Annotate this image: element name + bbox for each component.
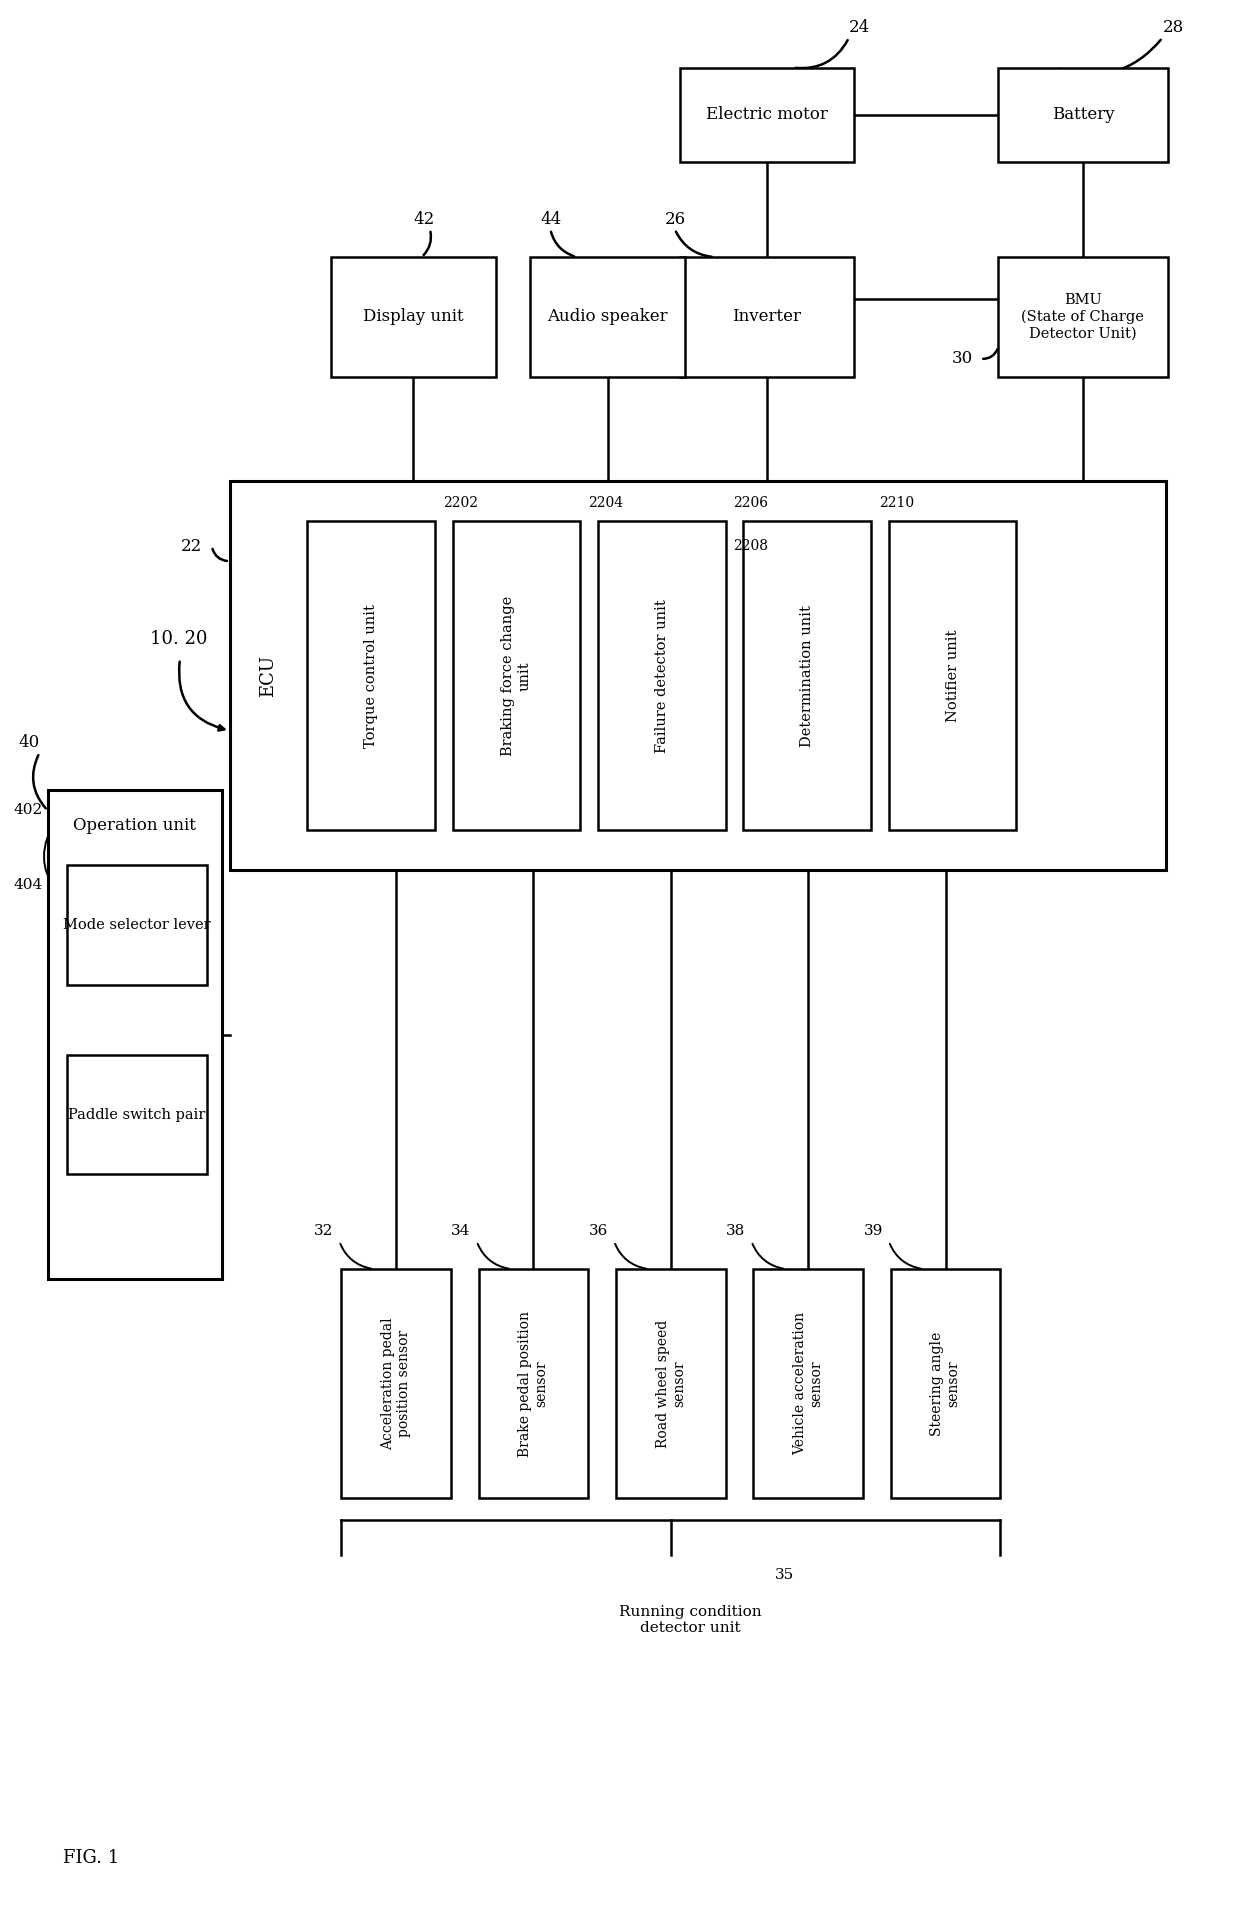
Text: Vehicle acceleration
sensor: Vehicle acceleration sensor	[794, 1313, 823, 1455]
Text: 2208: 2208	[734, 540, 769, 553]
Text: Steering angle
sensor: Steering angle sensor	[930, 1332, 961, 1436]
Bar	[453, 521, 580, 831]
Bar	[889, 521, 1017, 831]
Text: 10. 20: 10. 20	[150, 630, 207, 649]
Text: 2206: 2206	[734, 496, 769, 511]
Text: FIG. 1: FIG. 1	[62, 1849, 119, 1868]
Text: Inverter: Inverter	[733, 308, 801, 325]
Text: 2202: 2202	[443, 496, 477, 511]
Bar	[744, 521, 870, 831]
Bar	[229, 482, 1166, 871]
Text: Electric motor: Electric motor	[706, 107, 828, 122]
Bar	[479, 1269, 588, 1499]
Text: ECU: ECU	[259, 655, 277, 697]
Text: Running condition
detector unit: Running condition detector unit	[619, 1606, 763, 1635]
Text: 28: 28	[1163, 19, 1184, 36]
Text: 34: 34	[451, 1225, 471, 1238]
Text: 2204: 2204	[588, 496, 624, 511]
Bar	[47, 790, 222, 1279]
Text: 39: 39	[863, 1225, 883, 1238]
Text: 22: 22	[181, 538, 202, 555]
Text: 402: 402	[14, 804, 42, 817]
Text: Battery: Battery	[1052, 107, 1115, 122]
Text: 42: 42	[413, 211, 435, 228]
Text: 30: 30	[952, 350, 973, 367]
Text: Notifier unit: Notifier unit	[946, 630, 960, 722]
Text: BMU
(State of Charge
Detector Unit): BMU (State of Charge Detector Unit)	[1022, 293, 1145, 341]
Bar	[754, 1269, 863, 1499]
Text: Failure detector unit: Failure detector unit	[655, 599, 668, 752]
Text: Display unit: Display unit	[363, 308, 464, 325]
Bar	[680, 67, 854, 163]
Text: Road wheel speed
sensor: Road wheel speed sensor	[656, 1319, 686, 1447]
Text: 36: 36	[589, 1225, 608, 1238]
Text: 24: 24	[849, 19, 870, 36]
Text: Determination unit: Determination unit	[800, 605, 815, 746]
Bar	[531, 256, 684, 377]
Bar	[998, 256, 1168, 377]
Bar	[308, 521, 435, 831]
Text: Brake pedal position
sensor: Brake pedal position sensor	[518, 1311, 548, 1457]
Text: Acceleration pedal
position sensor: Acceleration pedal position sensor	[381, 1317, 412, 1451]
Bar	[67, 865, 207, 986]
Text: 38: 38	[727, 1225, 745, 1238]
Text: Audio speaker: Audio speaker	[547, 308, 668, 325]
Text: Mode selector lever: Mode selector lever	[63, 919, 211, 932]
Text: Braking force change
unit: Braking force change unit	[501, 595, 532, 756]
Text: 44: 44	[541, 211, 562, 228]
Text: Paddle switch pair: Paddle switch pair	[68, 1108, 206, 1122]
Bar	[341, 1269, 451, 1499]
Bar	[890, 1269, 1001, 1499]
Bar	[998, 67, 1168, 163]
Bar	[680, 256, 854, 377]
Bar	[598, 521, 725, 831]
Text: Operation unit: Operation unit	[73, 817, 196, 835]
Text: 40: 40	[19, 735, 40, 750]
Text: 32: 32	[314, 1225, 334, 1238]
Text: Torque control unit: Torque control unit	[365, 605, 378, 748]
Bar	[616, 1269, 725, 1499]
Text: 26: 26	[665, 211, 686, 228]
Bar	[331, 256, 496, 377]
Text: 2210: 2210	[879, 496, 914, 511]
Text: 35: 35	[775, 1568, 795, 1583]
Bar	[67, 1055, 207, 1175]
Text: 404: 404	[14, 879, 42, 892]
